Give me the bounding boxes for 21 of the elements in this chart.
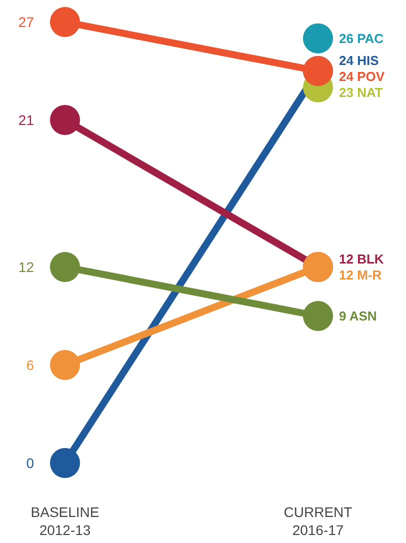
text: 12 BLK (339, 252, 384, 266)
text: 23 NAT (339, 84, 383, 100)
text: 9 ASN (339, 308, 377, 324)
text: 26 PAC (339, 30, 384, 46)
point (303, 23, 333, 54)
data-label: 0 (26, 455, 34, 471)
text: 24 HIS (339, 52, 379, 68)
point (50, 7, 80, 37)
text: 24 POV (339, 68, 385, 84)
text: 12 M-R (339, 268, 382, 282)
point (50, 448, 80, 478)
x-tick-label: CURRENT 2016-17 (284, 504, 353, 538)
data-label: 27 (18, 14, 34, 30)
x-tick-label: BASELINE 2012-13 (30, 504, 100, 538)
point (50, 252, 80, 282)
data-label: 6 (26, 357, 34, 373)
data-label: 21 (18, 112, 34, 128)
point (50, 105, 80, 135)
point (50, 350, 80, 380)
point (303, 301, 333, 331)
data-label: 12 (18, 259, 34, 275)
